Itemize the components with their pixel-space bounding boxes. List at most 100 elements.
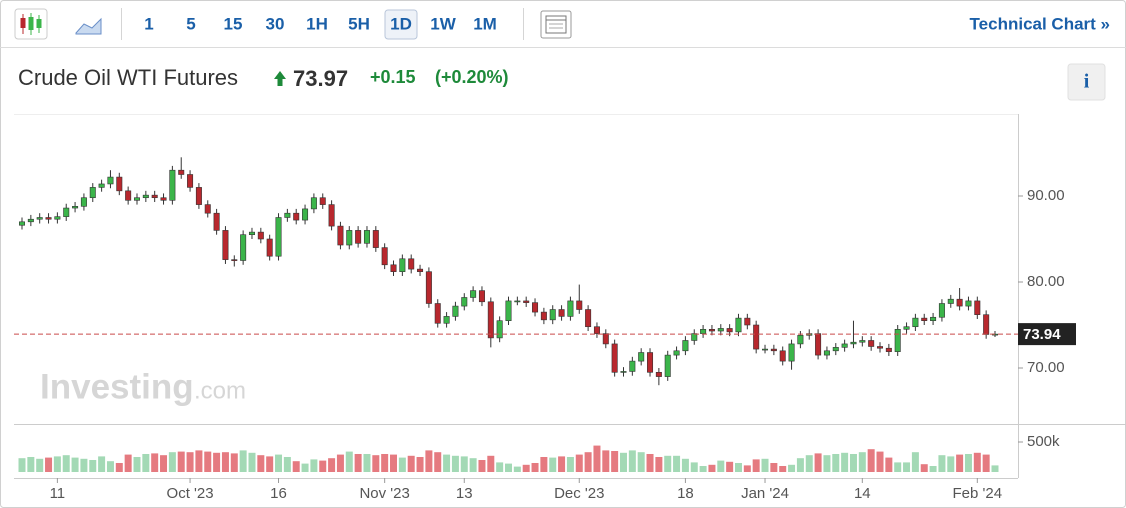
price-change: +0.15	[370, 67, 416, 87]
info-button[interactable]: i	[1067, 63, 1106, 101]
candle-body	[107, 176, 114, 185]
x-tick-label: Dec '23	[554, 485, 604, 502]
volume-bar	[805, 455, 813, 472]
interval-button[interactable]: 1H	[306, 14, 328, 33]
candle-body	[788, 343, 795, 362]
x-tick-label: 14	[854, 485, 871, 502]
candle-body	[956, 298, 963, 307]
candle-body	[717, 328, 724, 332]
volume-bar	[743, 465, 751, 472]
candle-body	[523, 300, 530, 303]
candle-body	[894, 328, 901, 352]
volume-bar	[779, 465, 787, 472]
interval-button[interactable]: 30	[266, 14, 285, 33]
candle-body	[231, 259, 238, 261]
candle-body	[36, 217, 43, 220]
candle-body	[655, 371, 662, 377]
volume-bar	[646, 453, 654, 472]
candle-body	[505, 300, 512, 322]
volume-bar	[566, 456, 574, 472]
candle-body	[841, 343, 848, 348]
volume-bar	[964, 453, 972, 472]
candle-body	[54, 216, 61, 220]
candle-body	[602, 333, 609, 345]
info-icon: i	[1084, 71, 1090, 93]
candle-body	[45, 217, 52, 220]
volume-bar	[98, 456, 106, 472]
last-price-tag	[1018, 323, 1076, 346]
y-tick-label: 70.00	[1027, 359, 1065, 376]
candle-body	[355, 230, 362, 244]
volume-bar	[478, 459, 486, 472]
candle-body	[726, 328, 733, 333]
table-button[interactable]	[540, 10, 572, 39]
candle-body	[204, 204, 211, 214]
candle-body	[673, 350, 680, 356]
candle-body	[823, 350, 830, 356]
interval-button[interactable]: 15	[224, 14, 243, 33]
volume-bar	[142, 453, 150, 472]
candle-body	[434, 303, 441, 324]
technical-chart-link[interactable]: Technical Chart »	[970, 14, 1110, 33]
interval-button[interactable]: 1D	[384, 9, 418, 40]
volume-bar	[637, 452, 645, 472]
candle-body	[708, 328, 715, 332]
interval-button[interactable]: 5H	[348, 14, 370, 33]
volume-bar	[53, 456, 61, 472]
candle-body	[98, 183, 105, 188]
volume-bar	[451, 455, 459, 472]
candle-body	[346, 230, 353, 246]
volume-bar	[89, 459, 97, 472]
candle-body	[310, 197, 317, 210]
volume-bar	[372, 455, 380, 472]
volume-bar	[168, 452, 176, 472]
candle-body	[240, 234, 247, 261]
x-tick-label: 18	[677, 485, 694, 502]
volume-bar	[275, 454, 283, 472]
volume-bar	[106, 461, 114, 472]
candle-body	[470, 290, 477, 298]
volume-bar	[301, 463, 309, 472]
interval-label: 1M	[473, 14, 497, 33]
candle-body	[983, 314, 990, 335]
interval-button[interactable]: 1M	[473, 14, 497, 33]
volume-bar	[115, 462, 123, 472]
volume-bar	[708, 464, 716, 472]
icon-body	[36, 19, 42, 28]
candle-body	[832, 347, 839, 352]
volume-bar	[18, 458, 26, 472]
volume-bar	[655, 456, 663, 472]
candle-body	[125, 190, 132, 201]
area-type-button[interactable]	[75, 17, 102, 35]
candle-body	[248, 231, 255, 235]
volume-bar	[929, 465, 937, 472]
candle-body	[647, 352, 654, 373]
interval-button[interactable]: 1W	[430, 14, 456, 33]
candle-body	[885, 347, 892, 352]
volume-bar	[681, 458, 689, 472]
candle-body	[930, 316, 937, 322]
candle-body	[425, 271, 432, 304]
volume-bar	[956, 454, 964, 472]
volume-bar	[885, 457, 893, 472]
volume-bar	[690, 462, 698, 472]
candle-body	[629, 360, 636, 372]
volume-bar	[336, 454, 344, 472]
watermark-suffix: .com	[194, 377, 246, 404]
last-price-label: 73.94	[1023, 326, 1061, 343]
volume-bar	[841, 452, 849, 472]
candle-body	[691, 333, 698, 341]
candle-body	[195, 187, 202, 205]
candle-body	[567, 300, 574, 317]
volume-bar	[726, 461, 734, 472]
volume-bar	[177, 451, 185, 472]
candle-body	[160, 197, 167, 201]
candle-body	[638, 352, 645, 362]
volume-bar	[823, 455, 831, 472]
candle-body	[328, 204, 335, 227]
volume-bar	[858, 452, 866, 472]
candle-body	[461, 297, 468, 307]
interval-button[interactable]: 1	[144, 14, 153, 33]
candle-type-button[interactable]	[14, 8, 48, 40]
interval-button[interactable]: 5	[186, 14, 195, 33]
